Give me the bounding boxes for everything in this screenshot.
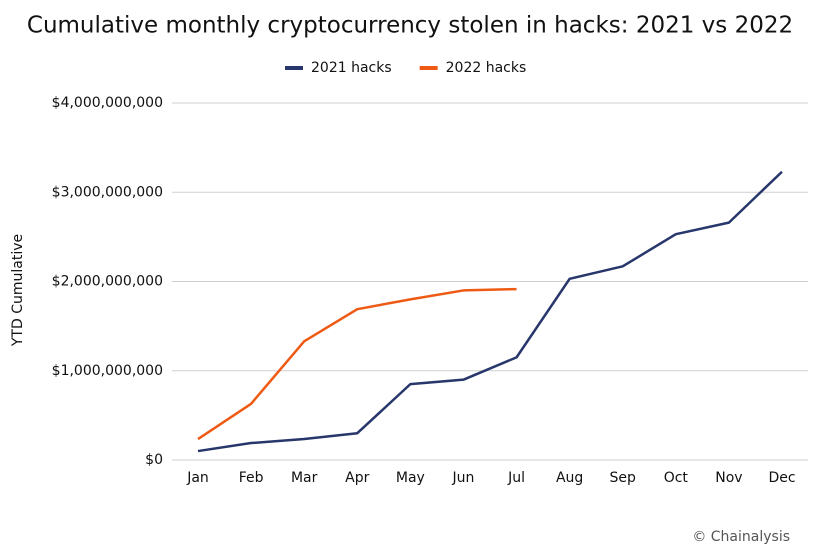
x-tick-label: Sep: [610, 470, 637, 486]
x-tick-label: Nov: [715, 470, 742, 486]
x-tick-label: Jul: [507, 470, 525, 486]
source: © Chainalysis: [692, 529, 790, 545]
y-tick-label: $2,000,000,000: [52, 274, 163, 290]
x-tick-label: Apr: [345, 470, 369, 486]
y-tick-label: $3,000,000,000: [52, 184, 163, 200]
series-line: [197, 287, 517, 441]
x-tick-label: Aug: [556, 470, 583, 486]
y-tick-label: $1,000,000,000: [52, 363, 163, 379]
x-tick-label: Feb: [239, 470, 264, 486]
x-tick-label: Dec: [768, 470, 795, 486]
y-tick-label: $4,000,000,000: [52, 95, 163, 111]
x-tick-label: Jun: [452, 470, 475, 486]
x-tick-label: May: [396, 470, 425, 486]
y-axis-label: YTD Cumulative: [10, 234, 26, 347]
x-tick-label: Oct: [664, 470, 689, 486]
x-tick-label: Mar: [291, 470, 318, 486]
series-line: [197, 170, 783, 453]
chart-title: Cumulative monthly cryptocurrency stolen…: [27, 13, 793, 39]
y-tick-label: $0: [145, 452, 163, 468]
x-tick-label: Jan: [186, 470, 209, 486]
legend-label: 2022 hacks: [446, 60, 527, 76]
legend-label: 2021 hacks: [311, 60, 392, 76]
